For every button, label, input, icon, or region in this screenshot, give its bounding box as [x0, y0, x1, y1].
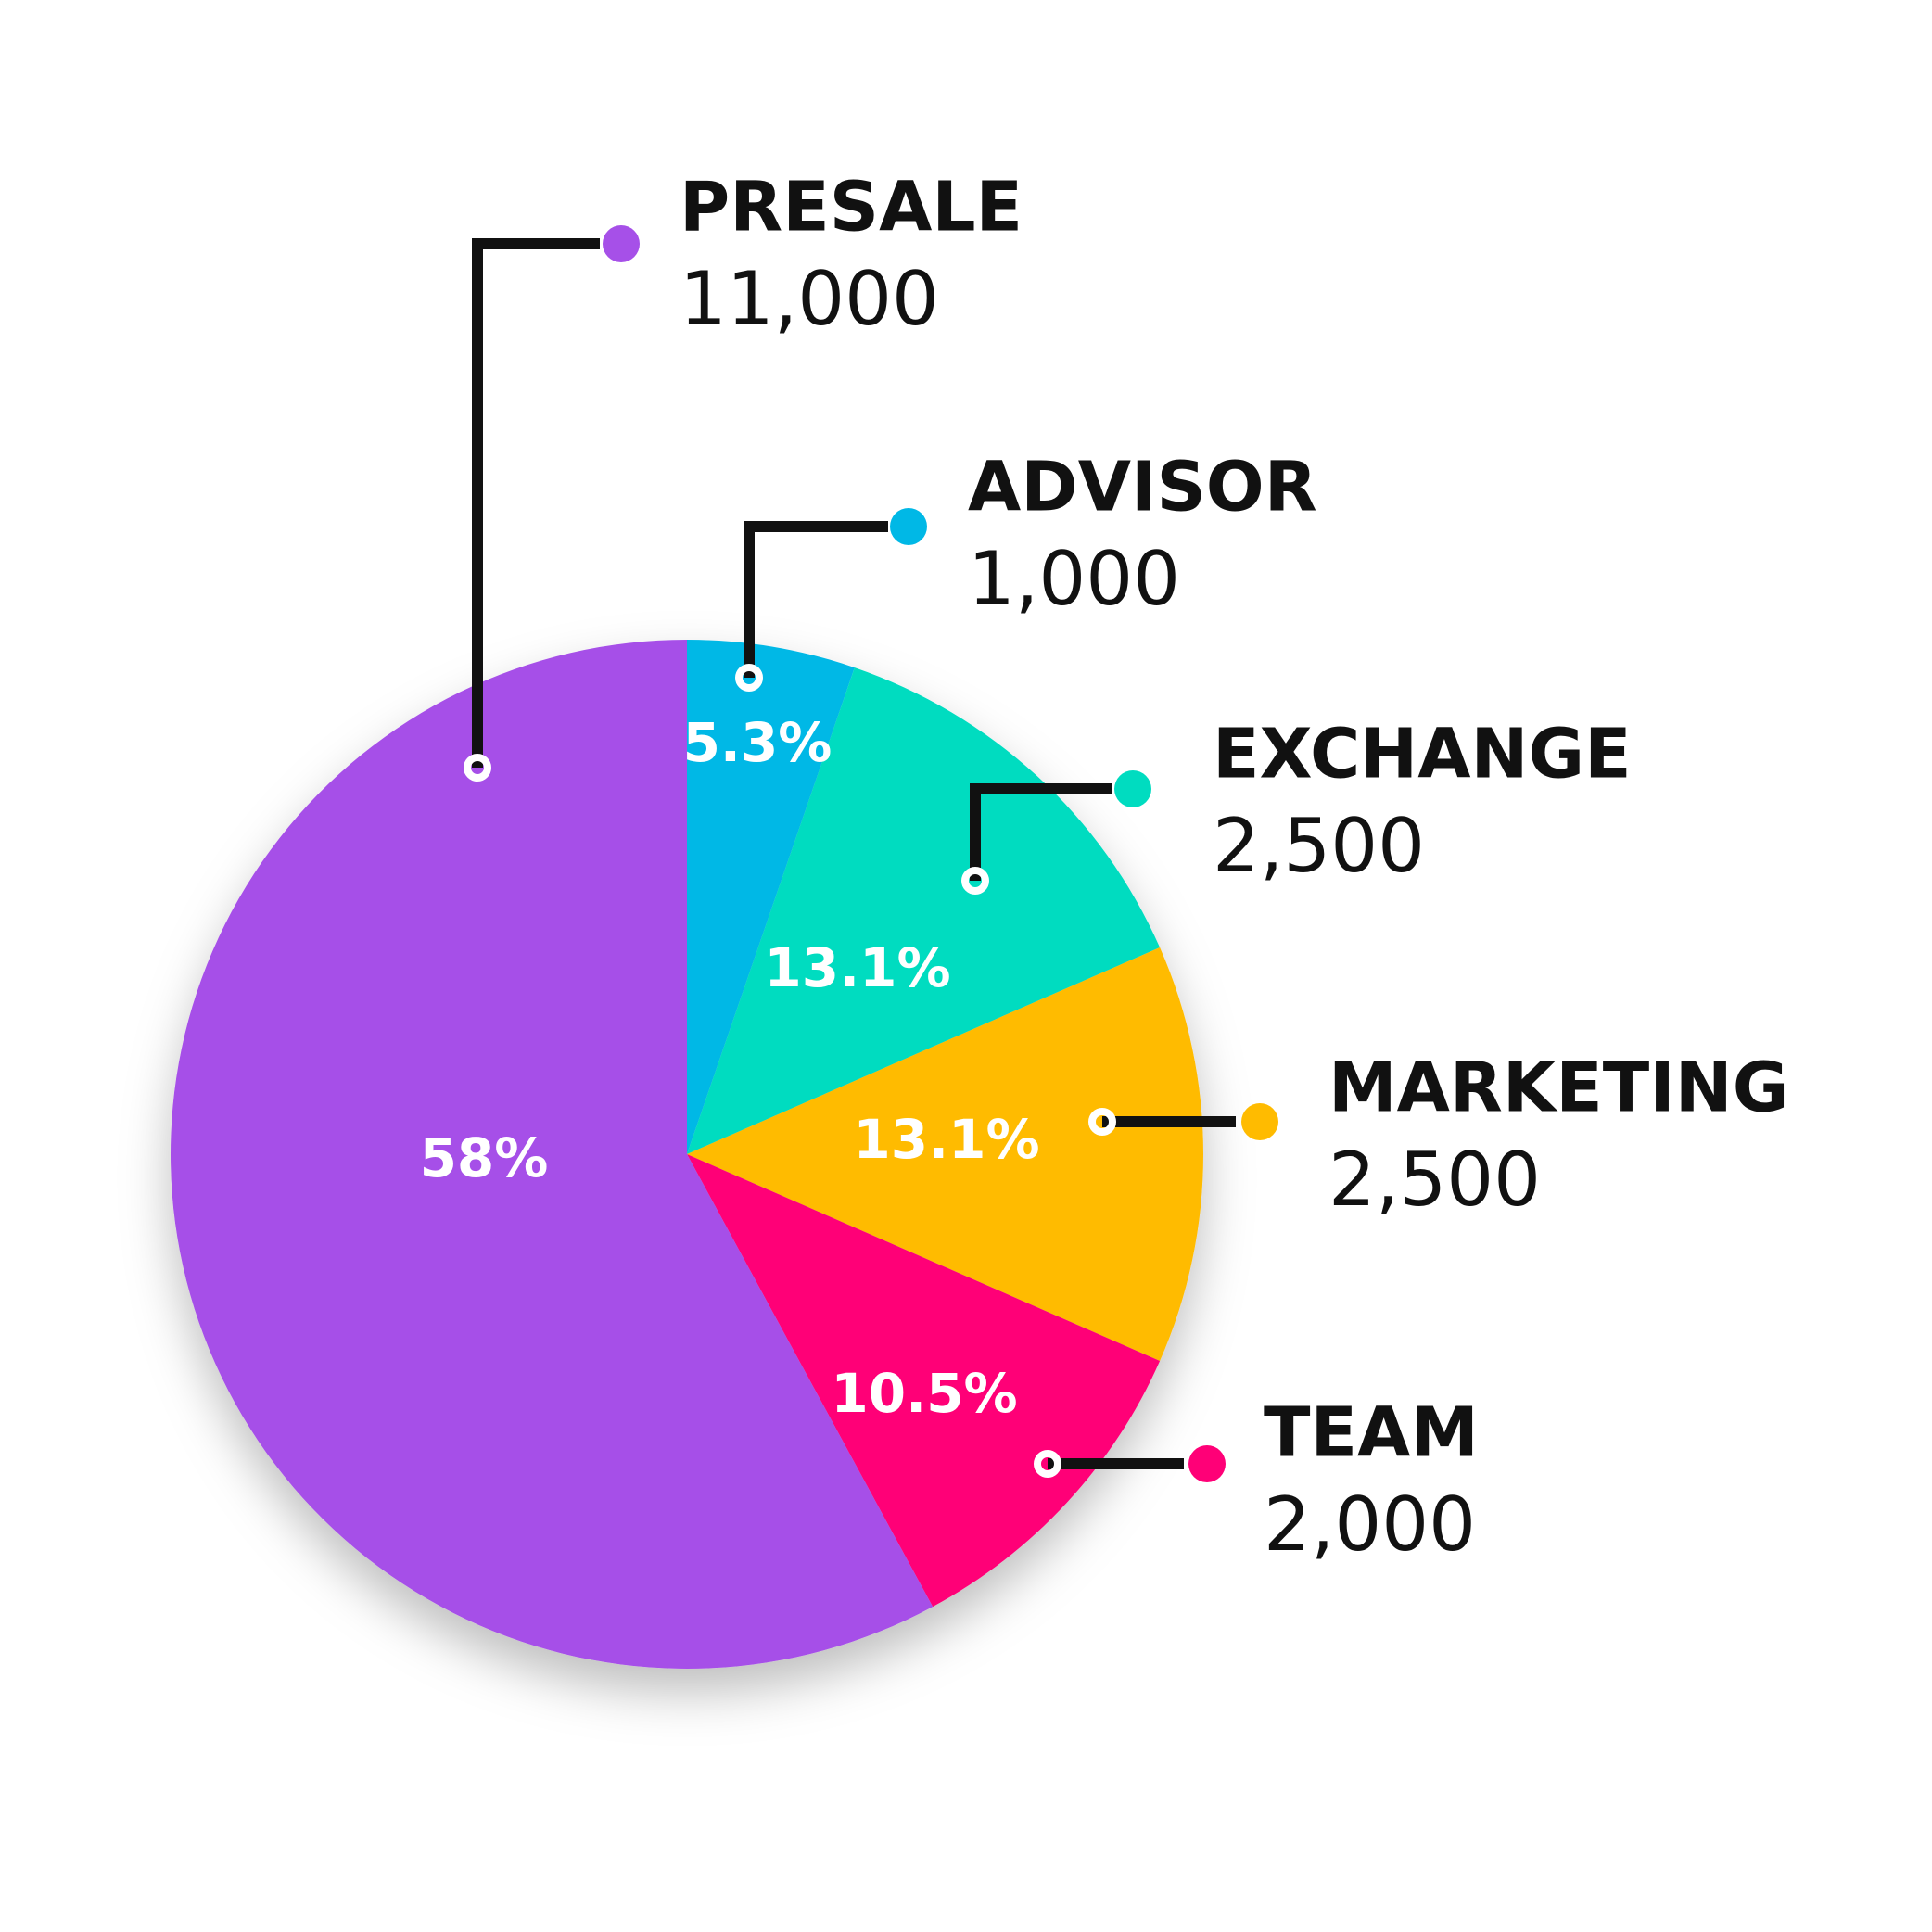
anchor-marker-exchange: [961, 867, 989, 895]
category-label-advisor: ADVISOR: [968, 448, 1317, 527]
value-label-marketing: 2,500: [1328, 1137, 1541, 1223]
percent-label-exchange: 13.1%: [764, 936, 950, 999]
pie-slice-marketing: [687, 947, 1204, 1361]
legend-dot-exchange: [1114, 770, 1151, 807]
value-label-presale: 11,000: [680, 256, 939, 342]
legend-dot-marketing: [1241, 1103, 1278, 1140]
legend-dot-presale: [603, 225, 640, 262]
legend-dot-team: [1188, 1445, 1226, 1482]
anchor-marker-presale: [464, 754, 491, 782]
percent-labels: 5.3% 13.1% 13.1% 10.5% 58%: [420, 711, 1040, 1425]
category-label-exchange: EXCHANGE: [1213, 715, 1632, 794]
value-label-exchange: 2,500: [1213, 803, 1425, 889]
percent-label-presale: 58%: [420, 1126, 549, 1189]
percent-label-marketing: 13.1%: [853, 1108, 1039, 1171]
value-label-advisor: 1,000: [968, 536, 1180, 622]
leader-line-presale: [472, 238, 600, 768]
anchor-marker-team: [1034, 1450, 1061, 1478]
leader-lines: [472, 238, 1236, 1469]
leader-line-advisor: [744, 521, 888, 678]
anchor-marker-marketing: [1088, 1108, 1116, 1136]
pie-slice-advisor: [687, 640, 855, 1154]
value-label-team: 2,000: [1264, 1481, 1476, 1568]
pie-slice-team: [687, 1154, 1161, 1608]
pie-slices: [171, 640, 1204, 1669]
anchor-marker-advisor: [735, 664, 763, 692]
percent-label-advisor: 5.3%: [683, 711, 833, 774]
leader-line-exchange: [970, 783, 1112, 881]
category-label-presale: PRESALE: [680, 168, 1023, 248]
slice-labels: ADVISOR 1,000 EXCHANGE 2,500 MARKETING 2,500 T…: [603, 168, 1788, 1568]
category-label-marketing: MARKETING: [1328, 1049, 1788, 1128]
category-label-team: TEAM: [1264, 1393, 1479, 1473]
anchor-markers: [464, 664, 1116, 1478]
percent-label-team: 10.5%: [831, 1362, 1017, 1425]
pie-slice-presale: [171, 640, 934, 1669]
legend-dot-advisor: [890, 508, 927, 545]
